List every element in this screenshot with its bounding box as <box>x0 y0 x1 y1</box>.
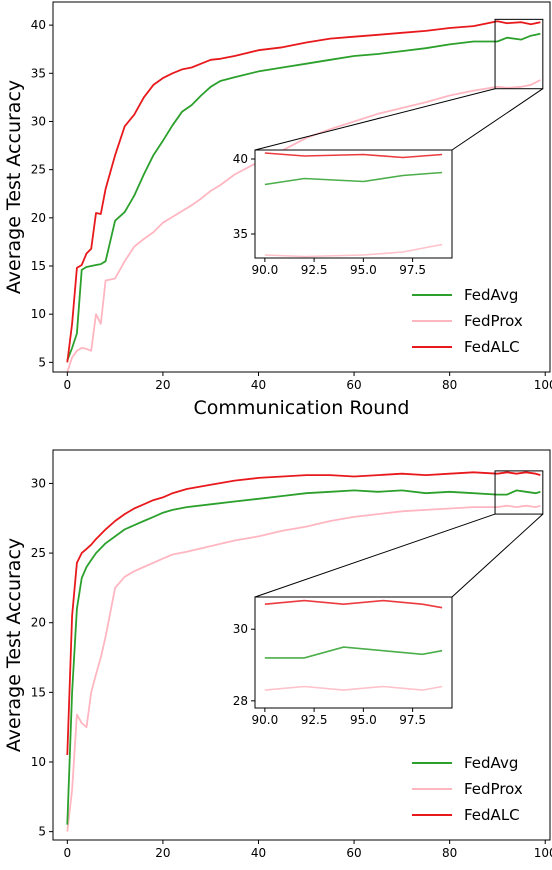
inset-y-tick-label: 40 <box>233 152 248 166</box>
y-axis-label: Average Test Accuracy <box>3 80 25 294</box>
inset-y-tick-label: 28 <box>233 694 248 708</box>
x-tick-label: 60 <box>346 378 361 392</box>
y-tick-label: 30 <box>31 114 46 128</box>
plot-frame <box>52 1 551 373</box>
series-line-fedavg <box>66 489 541 825</box>
series-line-fedprox <box>66 79 541 372</box>
x-tick-label: 0 <box>64 378 72 392</box>
inset-x-tick-label: 95.0 <box>350 263 377 277</box>
zoom-connector <box>254 88 496 151</box>
x-axis-label: Communication Round <box>194 397 410 419</box>
x-tick-label: 20 <box>155 846 170 860</box>
x-tick-label: 100 <box>534 846 552 860</box>
inset-x-tick-label: 97.5 <box>399 713 426 727</box>
series-line-fedalc <box>66 471 541 756</box>
inset-series-line-fedprox <box>264 243 443 258</box>
y-tick-label: 35 <box>31 66 46 80</box>
inset-y-tick-label: 30 <box>233 622 248 636</box>
y-tick-label: 40 <box>31 18 46 32</box>
inset-series-line-fedalc <box>264 152 443 159</box>
zoom-connector <box>451 513 544 598</box>
y-axis-label: Average Test Accuracy <box>3 538 25 752</box>
plot-frame <box>52 449 551 841</box>
x-tick-label: 20 <box>155 378 170 392</box>
inset-border <box>254 149 453 259</box>
inset-x-tick-label: 95.0 <box>350 713 377 727</box>
y-tick-label: 30 <box>31 476 46 490</box>
y-tick-label: 20 <box>31 616 46 630</box>
inset-y-tick-label: 35 <box>233 227 248 241</box>
x-tick-label: 80 <box>442 378 457 392</box>
y-tick-label: 10 <box>31 307 46 321</box>
inset-x-tick-label: 90.0 <box>251 263 278 277</box>
inset-series-line-fedprox <box>264 685 443 691</box>
inset-frame <box>254 149 453 259</box>
zoom-box <box>494 470 544 515</box>
y-tick-label: 5 <box>38 355 46 369</box>
legend-label: FedProx <box>464 312 523 330</box>
inset-series-line-fedavg <box>264 646 443 659</box>
y-tick-label: 15 <box>31 685 46 699</box>
y-tick-label: 15 <box>31 259 46 273</box>
zoom-box <box>494 18 544 90</box>
legend-label: FedALC <box>464 338 520 356</box>
series-line-fedprox <box>66 504 541 832</box>
inset-frame <box>254 596 453 709</box>
legend-label: FedALC <box>464 806 520 824</box>
x-tick-label: 40 <box>251 378 266 392</box>
inset-x-tick-label: 92.5 <box>301 713 328 727</box>
inset-x-tick-label: 90.0 <box>251 713 278 727</box>
x-tick-label: 40 <box>251 846 266 860</box>
y-tick-label: 25 <box>31 163 46 177</box>
zoom-connector <box>254 513 496 598</box>
y-tick-label: 25 <box>31 546 46 560</box>
series-line-fedalc <box>66 20 541 363</box>
legend-label: FedAvg <box>464 286 518 304</box>
inset-border <box>254 596 453 709</box>
x-tick-label: 60 <box>346 846 361 860</box>
inset-x-tick-label: 92.5 <box>301 263 328 277</box>
x-tick-label: 100 <box>534 378 552 392</box>
inset-series-line-fedavg <box>264 171 443 186</box>
series-line-fedavg <box>66 32 541 361</box>
chart-panel-1: 0 20 40 60 80 100 5 10 15 20 25 30 35 40 Communication… <box>3 1 552 419</box>
legend-label: FedAvg <box>464 754 518 772</box>
y-tick-label: 20 <box>31 211 46 225</box>
inset-x-tick-label: 97.5 <box>399 263 426 277</box>
legend-label: FedProx <box>464 780 523 798</box>
zoom-connector <box>451 88 544 151</box>
x-tick-label: 80 <box>442 846 457 860</box>
y-tick-label: 10 <box>31 755 46 769</box>
y-tick-label: 5 <box>38 825 46 839</box>
chart-panel-2: 02040608010051015202530Communication Rou… <box>3 449 552 870</box>
inset-series-line-fedalc <box>264 599 443 609</box>
x-tick-label: 0 <box>64 846 72 860</box>
